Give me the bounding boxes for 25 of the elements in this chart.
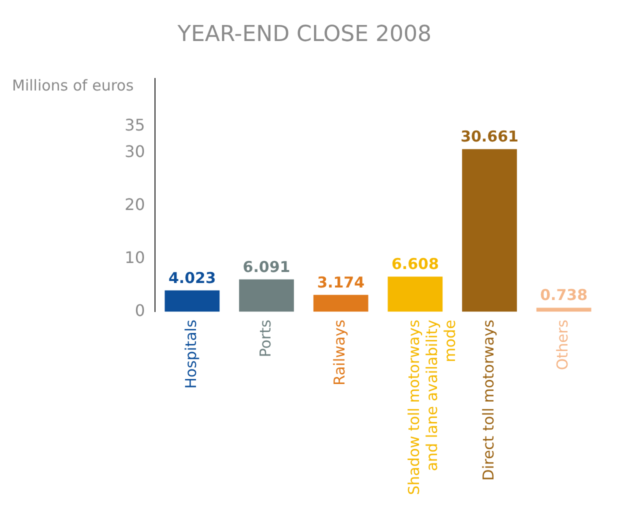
- x-tick-label: Railways: [330, 320, 349, 386]
- data-label: 4.023: [168, 268, 216, 287]
- bar: [313, 294, 368, 312]
- bar: [164, 290, 220, 312]
- x-tick-label: Others: [554, 320, 572, 370]
- y-tick-label: 35: [124, 115, 145, 134]
- y-tick-label: 30: [124, 142, 145, 161]
- data-label: 6.091: [242, 258, 290, 276]
- y-axis-title: Millions of euros: [12, 76, 134, 94]
- x-tick-label: Direct toll motorways: [479, 320, 498, 481]
- data-label: 6.608: [391, 255, 439, 274]
- data-label: 0.738: [540, 286, 588, 304]
- y-tick-label: 20: [124, 194, 145, 214]
- bar: [462, 149, 517, 312]
- x-tick-label: Ports: [256, 320, 274, 358]
- data-label: 30.661: [460, 128, 518, 146]
- y-tick-label: 0: [134, 300, 145, 320]
- x-tick-label: Hospitals: [182, 320, 200, 389]
- chart-title: YEAR-END CLOSE 2008: [176, 22, 432, 47]
- x-tick-label: Shadow toll motorways and lane availability mode: [405, 320, 460, 496]
- bar: [239, 279, 294, 312]
- y-tick-label: 10: [124, 248, 145, 267]
- bar: [388, 276, 443, 312]
- data-label: 3.174: [317, 273, 365, 292]
- bar: [536, 308, 592, 312]
